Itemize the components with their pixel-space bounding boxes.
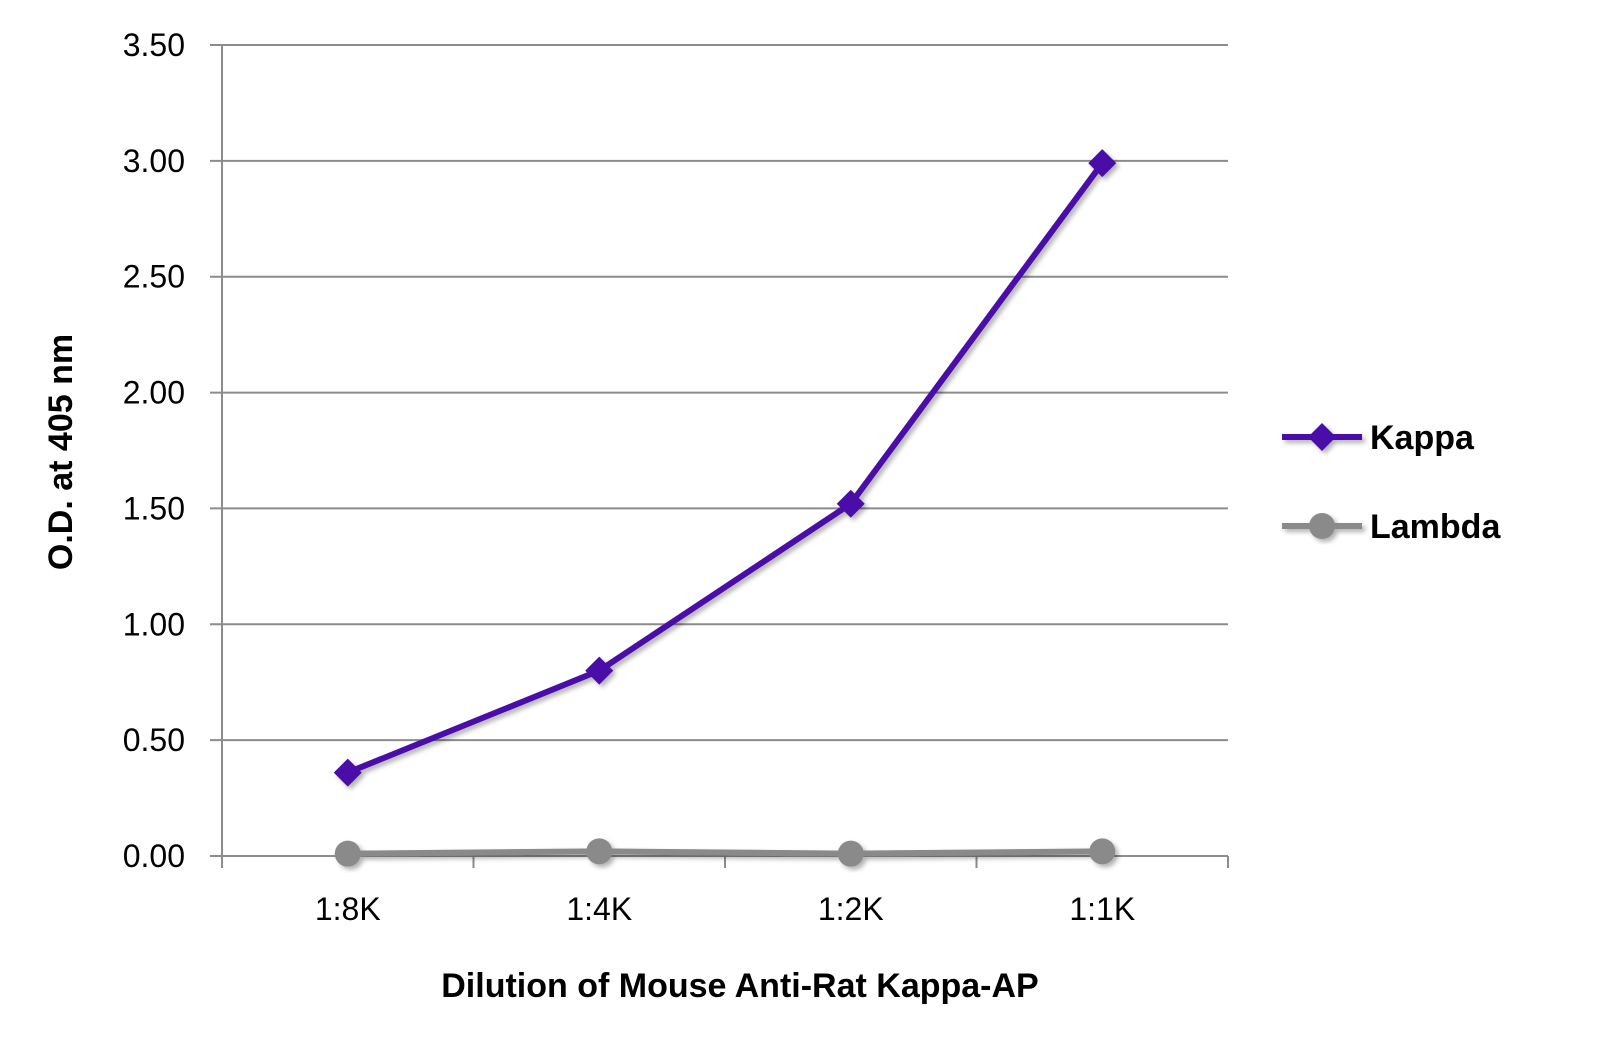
y-tick-label: 1.50 — [123, 490, 185, 526]
y-axis-tick-labels: 0.00 0.50 1.00 1.50 2.00 2.50 3.00 3.50 — [123, 27, 185, 874]
x-axis-tick-labels: 1:8K 1:4K 1:2K 1:1K — [315, 891, 1135, 927]
series-line-lambda — [347, 848, 1103, 857]
y-tick-label: 2.00 — [123, 375, 185, 411]
y-tick-label: 2.50 — [123, 259, 185, 295]
x-tick-label: 1:8K — [315, 891, 381, 927]
legend-swatch-kappa — [1282, 423, 1362, 451]
y-tick-label: 3.50 — [123, 27, 185, 63]
series-group — [333, 149, 1117, 867]
series-kappa — [333, 149, 1117, 787]
y-tick-label: 1.00 — [123, 606, 185, 642]
data-point-lambda — [334, 840, 361, 867]
data-point-kappa — [333, 758, 362, 787]
y-axis-title: O.D. at 405 nm — [42, 334, 80, 570]
x-axis-title: Dilution of Mouse Anti-Rat Kappa-AP — [441, 967, 1038, 1005]
legend-marker-lambda — [1309, 513, 1335, 539]
y-tick-label: 0.50 — [123, 722, 185, 758]
data-point-lambda — [837, 840, 864, 867]
y-tick-label: 3.00 — [123, 143, 185, 179]
legend-marker-kappa — [1308, 423, 1336, 451]
legend-swatch-lambda — [1282, 513, 1362, 539]
legend: Kappa Lambda — [1282, 419, 1501, 546]
data-point-kappa — [836, 489, 865, 518]
series-line-kappa — [346, 161, 1105, 776]
x-tick-label: 1:2K — [818, 891, 884, 927]
gridlines — [210, 44, 1228, 742]
axes — [210, 45, 1229, 868]
x-tick-label: 1:4K — [566, 891, 632, 927]
x-tick-label: 1:1K — [1069, 891, 1135, 927]
series-lambda — [334, 838, 1116, 867]
data-point-lambda — [1089, 838, 1116, 865]
data-point-lambda — [586, 838, 613, 865]
data-point-kappa — [585, 656, 614, 685]
legend-label-kappa: Kappa — [1370, 419, 1475, 457]
y-tick-label: 0.00 — [123, 838, 185, 874]
data-point-kappa — [1088, 149, 1117, 178]
legend-label-lambda: Lambda — [1370, 508, 1501, 546]
